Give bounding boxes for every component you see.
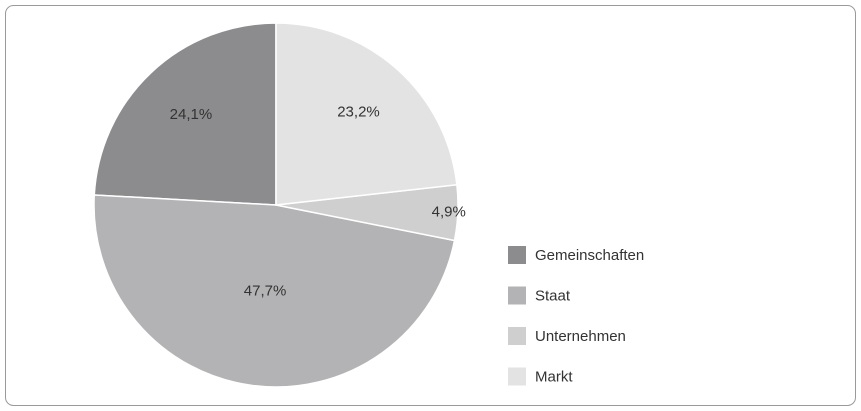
pie-slice bbox=[93, 22, 277, 206]
legend-label: Unternehmen bbox=[535, 328, 626, 345]
legend-swatch bbox=[508, 327, 526, 345]
slice-label: 23,2% bbox=[337, 104, 380, 121]
slice-label: 24,1% bbox=[170, 106, 213, 123]
slice-label: 47,7% bbox=[244, 283, 287, 300]
legend-label: Staat bbox=[535, 287, 571, 304]
legend-swatch bbox=[508, 367, 526, 386]
legend-label: Gemeinschaften bbox=[535, 247, 644, 264]
pie-slice bbox=[275, 22, 458, 206]
slice-label: 4,9% bbox=[432, 203, 466, 220]
legend-swatch bbox=[508, 246, 526, 264]
legend-label: Markt bbox=[535, 368, 573, 385]
legend-swatch bbox=[508, 286, 526, 305]
pie-slice bbox=[93, 194, 456, 388]
